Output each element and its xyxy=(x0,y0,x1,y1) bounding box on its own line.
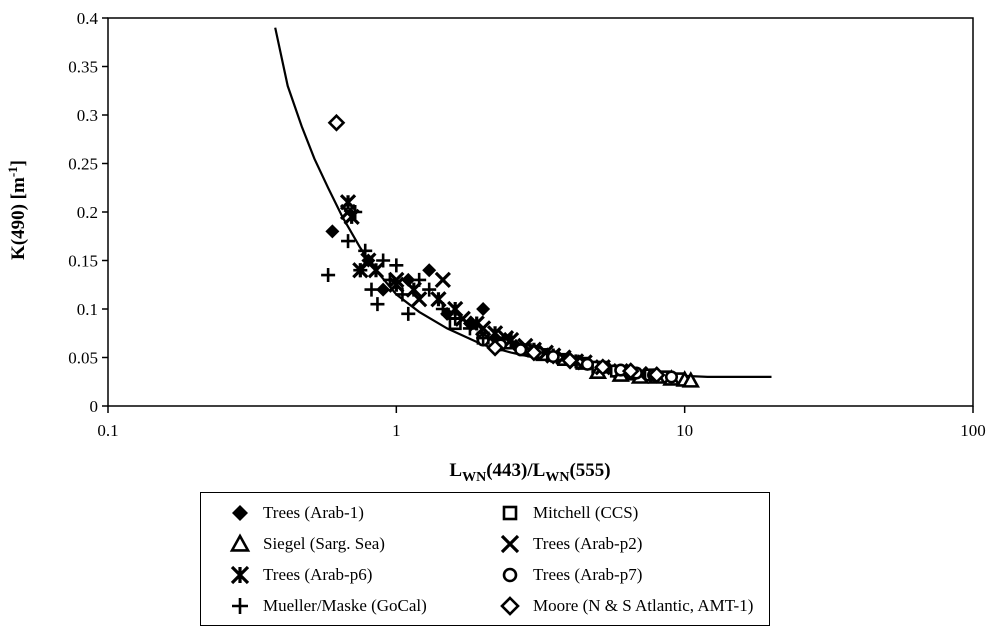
legend-item: Trees (Arab-p2) xyxy=(499,528,789,559)
data-point xyxy=(647,366,666,384)
legend-label: Trees (Arab-p6) xyxy=(263,564,373,584)
legend-item: Moore (N & S Atlantic, AMT-1) xyxy=(499,590,789,621)
data-point xyxy=(341,234,356,249)
data-point xyxy=(422,282,437,297)
data-point xyxy=(514,343,528,357)
data-point xyxy=(367,262,385,279)
legend-label: Moore (N & S Atlantic, AMT-1) xyxy=(533,595,754,615)
legend-label: Mueller/Maske (GoCal) xyxy=(263,595,427,615)
data-point xyxy=(681,371,700,388)
data-point xyxy=(621,362,640,380)
filled-diamond-marker-icon xyxy=(232,504,248,521)
legend-item: Trees (Arab-p6) xyxy=(229,559,499,590)
legend-item: Trees (Arab-p7) xyxy=(499,559,789,590)
plus-marker-icon xyxy=(232,597,248,614)
y-tick-label: 0.35 xyxy=(68,58,98,77)
series-7 xyxy=(327,113,666,384)
data-point xyxy=(664,370,679,384)
data-point xyxy=(353,263,368,278)
data-point xyxy=(435,302,450,316)
series-6 xyxy=(321,205,491,346)
data-point xyxy=(395,287,410,302)
data-point xyxy=(376,282,391,297)
y-axis-title: K(490) [m-1] xyxy=(5,160,29,260)
legend-label: Siegel (Sarg. Sea) xyxy=(263,533,385,553)
data-point xyxy=(339,194,357,211)
legend-label: Mitchell (CCS) xyxy=(533,502,639,522)
y-tick-label: 0 xyxy=(90,397,99,416)
legend-item: Siegel (Sarg. Sea) xyxy=(229,528,499,559)
x-cross-marker-icon xyxy=(500,534,520,553)
y-tick-label: 0.3 xyxy=(77,106,98,125)
legend-label: Trees (Arab-p7) xyxy=(533,564,643,584)
data-point xyxy=(401,272,416,287)
x-tick-label: 10 xyxy=(676,421,693,440)
data-point xyxy=(525,343,543,362)
y-tick-label: 0.1 xyxy=(77,300,98,319)
data-point xyxy=(448,311,463,326)
data-point xyxy=(327,113,346,132)
legend: Trees (Arab-1) Mitchell (CCS) Siegel (Sarg… xyxy=(200,492,770,626)
x-axis-title: LWN(443)/LWN(555) xyxy=(449,460,610,485)
axes: 0 0.05 0.1 0.15 0.2 0.25 0.3 0.35 0.4 0.1 1 10 100 xyxy=(68,9,986,440)
legend-label: Trees (Arab-1) xyxy=(263,502,364,522)
y-tick-label: 0.05 xyxy=(68,349,98,368)
chart: 0 0.05 0.1 0.15 0.2 0.25 0.3 0.35 0.4 0.1 1 10 100 L… xyxy=(5,9,986,485)
data-point xyxy=(412,272,427,287)
legend-item: Mitchell (CCS) xyxy=(499,497,789,528)
open-circle-marker-icon xyxy=(502,567,518,582)
data-point xyxy=(486,338,504,357)
data-point xyxy=(593,358,612,377)
open-diamond-marker-icon xyxy=(500,595,520,616)
data-point xyxy=(358,243,373,258)
open-square-marker-icon xyxy=(502,505,518,520)
data-point xyxy=(422,263,437,278)
legend-grid: Trees (Arab-1) Mitchell (CCS) Siegel (Sarg… xyxy=(201,493,769,621)
data-point xyxy=(348,205,363,219)
legend-item: Trees (Arab-1) xyxy=(229,497,499,528)
data-point xyxy=(389,258,404,273)
data-point xyxy=(476,331,491,346)
y-tick-label: 0.4 xyxy=(77,9,99,28)
x-tick-label: 0.1 xyxy=(97,421,118,440)
asterisk-marker-icon xyxy=(230,565,250,584)
data-point xyxy=(546,349,560,364)
data-point xyxy=(376,253,391,268)
legend-item: Mueller/Maske (GoCal) xyxy=(229,590,499,621)
data-point xyxy=(370,297,385,312)
y-tick-label: 0.25 xyxy=(68,155,98,174)
data-point xyxy=(580,357,594,371)
data-point xyxy=(462,321,477,336)
x-tick-label: 1 xyxy=(392,421,401,440)
y-tick-label: 0.2 xyxy=(77,203,98,222)
data-point xyxy=(476,302,491,316)
legend-label: Trees (Arab-p2) xyxy=(533,533,643,553)
data-point xyxy=(401,306,416,321)
x-tick-label: 100 xyxy=(960,421,986,440)
data-marks xyxy=(274,27,772,388)
data-point xyxy=(364,282,379,297)
y-tick-label: 0.15 xyxy=(68,252,98,271)
data-point xyxy=(486,325,504,342)
data-point xyxy=(434,271,451,289)
data-point xyxy=(382,272,397,287)
series-4 xyxy=(339,194,585,370)
data-point xyxy=(561,351,579,370)
data-point xyxy=(325,224,340,239)
data-point xyxy=(321,268,336,283)
open-triangle-marker-icon xyxy=(229,532,251,552)
